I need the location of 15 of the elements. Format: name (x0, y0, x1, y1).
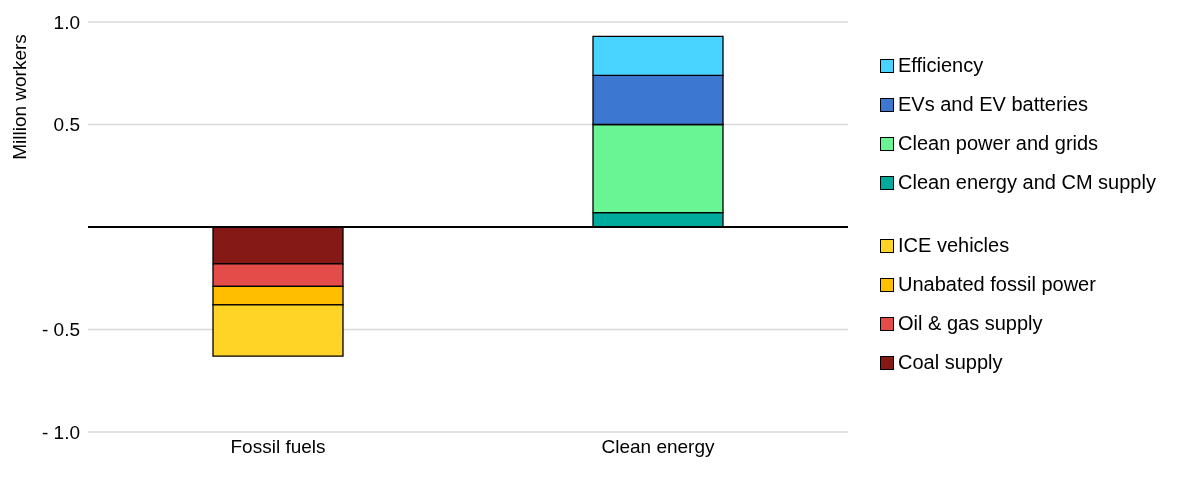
legend-label: Efficiency (898, 54, 984, 77)
legend-label: Unabated fossil power (898, 273, 1096, 296)
legend-label: Clean power and grids (898, 132, 1099, 155)
x-tick-label: Fossil fuels (230, 436, 326, 458)
y-tick-label: 0.5 (53, 114, 80, 136)
legend-label: Oil & gas supply (898, 312, 1043, 335)
y-tick-label: 1.0 (53, 11, 80, 33)
y-tick-label: - 1.0 (41, 421, 80, 443)
legend-label: Coal supply (898, 351, 1003, 374)
x-tick-label: Clean energy (601, 436, 715, 458)
legend-label: ICE vehicles (898, 234, 1010, 257)
y-axis-title: Million workers (8, 34, 30, 160)
y-tick-label: - 0.5 (41, 319, 80, 341)
legend-label: Clean energy and CM supply (898, 171, 1156, 194)
legend-label: EVs and EV batteries (898, 93, 1089, 116)
